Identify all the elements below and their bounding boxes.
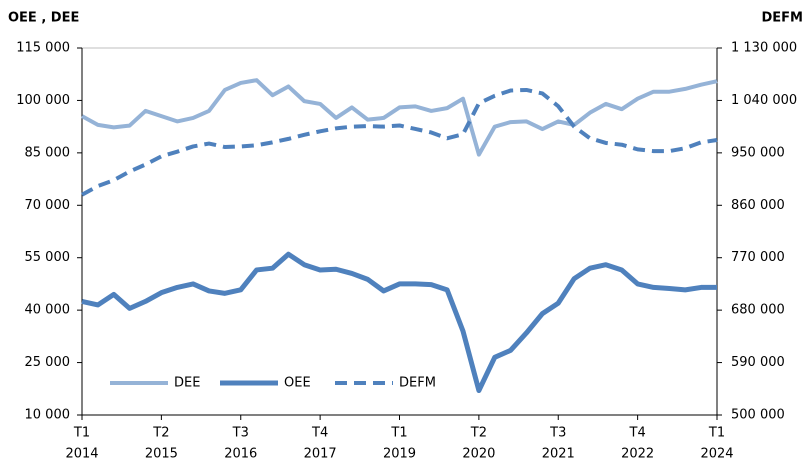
x-tick-label: T4 [311, 426, 328, 441]
y-tick-label: 10 000 [25, 408, 71, 423]
x-tick-label: T4 [629, 426, 646, 441]
series-line [81, 87, 718, 197]
y-tick-label: 25 000 [25, 355, 71, 370]
y-tick-label: 55 000 [25, 250, 71, 265]
legend-label: DEE [174, 376, 200, 391]
y2-tick-label: 950 000 [731, 145, 785, 160]
x-tick-year: 2019 [383, 447, 416, 462]
x-tick-year: 2021 [542, 447, 575, 462]
y2-tick-label: 770 000 [731, 250, 785, 265]
x-tick-year: 2015 [145, 447, 178, 462]
y-tick-label: 100 000 [16, 93, 70, 108]
y-tick-label: 85 000 [25, 145, 71, 160]
legend-label: OEE [284, 376, 311, 391]
x-tick-year: 2024 [700, 447, 733, 462]
x-tick-label: T3 [232, 426, 249, 441]
x-tick-year: 2017 [304, 447, 337, 462]
legend-label: DEFM [399, 376, 436, 391]
x-tick-year: 2020 [462, 447, 495, 462]
x-tick-label: T2 [470, 426, 487, 441]
y2-tick-label: 500 000 [731, 408, 785, 423]
x-tick-label: T1 [390, 426, 407, 441]
y2-tick-label: 590 000 [731, 355, 785, 370]
y2-tick-label: 680 000 [731, 303, 785, 318]
series-line [81, 78, 718, 157]
x-tick-label: T3 [549, 426, 566, 441]
x-tick-label: T1 [708, 426, 725, 441]
y-tick-label: 40 000 [25, 303, 71, 318]
x-tick-label: T2 [152, 426, 169, 441]
y2-tick-label: 1 130 000 [731, 41, 797, 56]
plot-frame [81, 47, 718, 416]
y-tick-label: 70 000 [25, 198, 71, 213]
y2-axis-title: DEFM [762, 11, 804, 26]
x-tick-year: 2016 [224, 447, 257, 462]
y-axis-title: OEE , DEE [8, 11, 79, 26]
x-tick-year: 2022 [621, 447, 654, 462]
y2-tick-label: 860 000 [731, 198, 785, 213]
y-tick-label: 115 000 [16, 41, 70, 56]
x-tick-label: T1 [73, 426, 90, 441]
y2-tick-label: 1 040 000 [731, 93, 797, 108]
series-line [81, 251, 717, 394]
x-tick-year: 2014 [65, 447, 98, 462]
